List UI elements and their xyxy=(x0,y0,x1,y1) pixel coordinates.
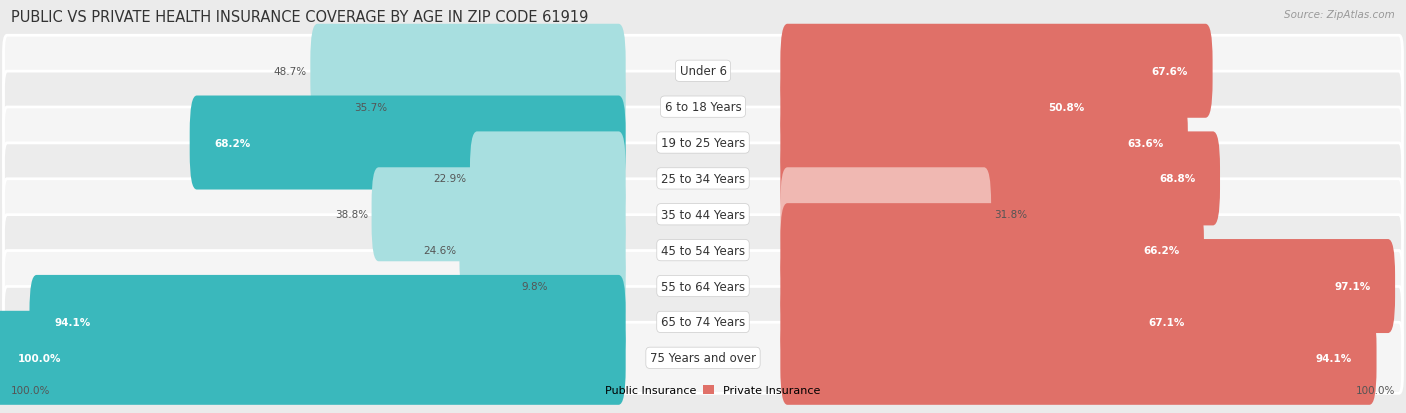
FancyBboxPatch shape xyxy=(0,311,626,405)
FancyBboxPatch shape xyxy=(780,60,1109,154)
FancyBboxPatch shape xyxy=(3,287,1403,358)
Text: 94.1%: 94.1% xyxy=(1316,353,1353,363)
FancyBboxPatch shape xyxy=(460,204,626,297)
Text: 63.6%: 63.6% xyxy=(1128,138,1163,148)
Text: 94.1%: 94.1% xyxy=(53,317,90,327)
Text: PUBLIC VS PRIVATE HEALTH INSURANCE COVERAGE BY AGE IN ZIP CODE 61919: PUBLIC VS PRIVATE HEALTH INSURANCE COVER… xyxy=(11,10,589,25)
FancyBboxPatch shape xyxy=(780,311,1376,405)
FancyBboxPatch shape xyxy=(391,60,626,154)
FancyBboxPatch shape xyxy=(3,251,1403,322)
Text: 35.7%: 35.7% xyxy=(354,102,387,112)
Text: 24.6%: 24.6% xyxy=(423,246,456,256)
Text: Source: ZipAtlas.com: Source: ZipAtlas.com xyxy=(1284,10,1395,20)
Text: 25 to 34 Years: 25 to 34 Years xyxy=(661,173,745,185)
Text: 35 to 44 Years: 35 to 44 Years xyxy=(661,208,745,221)
FancyBboxPatch shape xyxy=(371,168,626,262)
FancyBboxPatch shape xyxy=(30,275,626,369)
Text: 48.7%: 48.7% xyxy=(274,66,307,76)
FancyBboxPatch shape xyxy=(780,204,1204,297)
Text: 75 Years and over: 75 Years and over xyxy=(650,351,756,364)
FancyBboxPatch shape xyxy=(3,108,1403,178)
Text: 100.0%: 100.0% xyxy=(11,385,51,395)
FancyBboxPatch shape xyxy=(780,132,1220,226)
FancyBboxPatch shape xyxy=(3,215,1403,286)
FancyBboxPatch shape xyxy=(780,25,1212,119)
Legend: Public Insurance, Private Insurance: Public Insurance, Private Insurance xyxy=(581,381,825,400)
FancyBboxPatch shape xyxy=(311,25,626,119)
FancyBboxPatch shape xyxy=(780,168,991,262)
FancyBboxPatch shape xyxy=(551,240,626,333)
Text: 67.6%: 67.6% xyxy=(1152,66,1188,76)
Text: 31.8%: 31.8% xyxy=(994,210,1028,220)
Text: 100.0%: 100.0% xyxy=(1355,385,1395,395)
Text: 97.1%: 97.1% xyxy=(1334,281,1371,291)
Text: 22.9%: 22.9% xyxy=(433,174,467,184)
Text: 68.2%: 68.2% xyxy=(214,138,250,148)
Text: 19 to 25 Years: 19 to 25 Years xyxy=(661,137,745,150)
FancyBboxPatch shape xyxy=(780,240,1395,333)
FancyBboxPatch shape xyxy=(3,36,1403,107)
Text: Under 6: Under 6 xyxy=(679,65,727,78)
Text: 55 to 64 Years: 55 to 64 Years xyxy=(661,280,745,293)
FancyBboxPatch shape xyxy=(3,72,1403,143)
FancyBboxPatch shape xyxy=(780,96,1188,190)
Text: 65 to 74 Years: 65 to 74 Years xyxy=(661,316,745,329)
FancyBboxPatch shape xyxy=(190,96,626,190)
FancyBboxPatch shape xyxy=(470,132,626,226)
FancyBboxPatch shape xyxy=(780,275,1209,369)
Text: 67.1%: 67.1% xyxy=(1149,317,1185,327)
Text: 38.8%: 38.8% xyxy=(335,210,368,220)
Text: 66.2%: 66.2% xyxy=(1143,246,1180,256)
Text: 45 to 54 Years: 45 to 54 Years xyxy=(661,244,745,257)
Text: 100.0%: 100.0% xyxy=(17,353,60,363)
FancyBboxPatch shape xyxy=(3,144,1403,214)
FancyBboxPatch shape xyxy=(3,323,1403,393)
Text: 9.8%: 9.8% xyxy=(522,281,547,291)
FancyBboxPatch shape xyxy=(3,179,1403,250)
Text: 68.8%: 68.8% xyxy=(1159,174,1195,184)
Text: 50.8%: 50.8% xyxy=(1047,102,1084,112)
Text: 6 to 18 Years: 6 to 18 Years xyxy=(665,101,741,114)
